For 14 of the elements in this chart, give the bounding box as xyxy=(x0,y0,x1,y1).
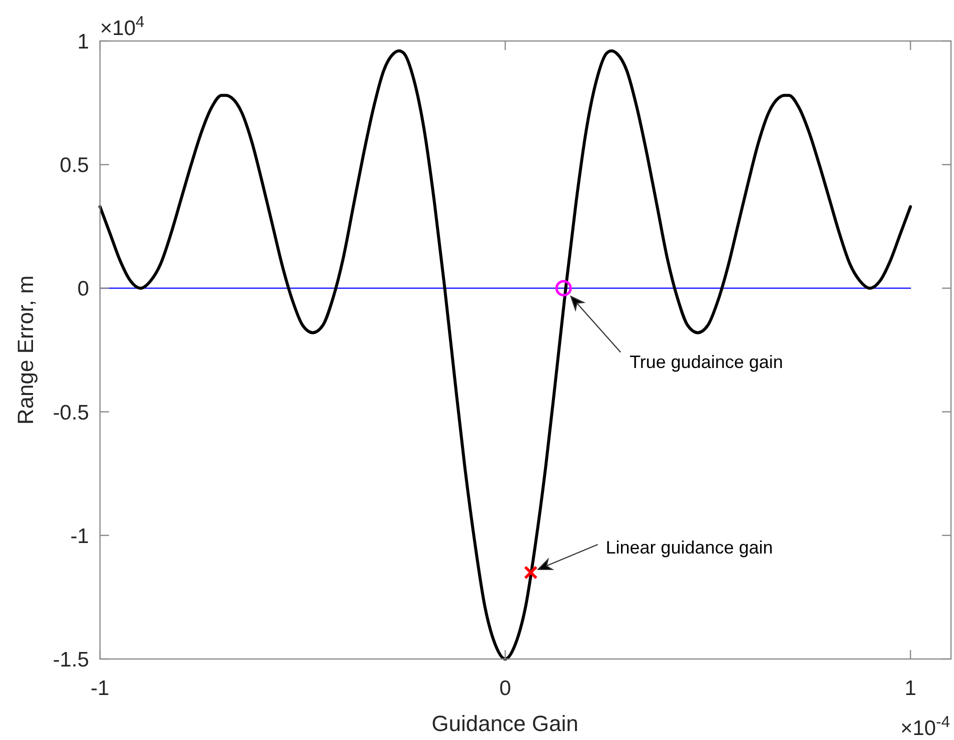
y-tick-label: -0.5 xyxy=(52,401,89,424)
annotation: Linear guidance gain xyxy=(606,537,773,558)
y-tick-label: -1.5 xyxy=(52,648,89,672)
y-axis-title: Range Error, m xyxy=(13,275,38,425)
y-tick-label: 0 xyxy=(77,278,89,301)
x-tick-label: 0 xyxy=(499,677,512,700)
y-tick-label: 0.5 xyxy=(60,154,89,178)
annotation: True gudaince gain xyxy=(630,352,784,372)
text: ×10$^{4}$ xyxy=(100,14,145,40)
x-tick-label: 1 xyxy=(904,677,916,700)
text: ×10$^{-4}$ xyxy=(900,714,950,740)
y-tick-label: 1 xyxy=(77,30,89,54)
y-tick-label: -1 xyxy=(70,524,89,548)
x-axis-title: Guidance Gain xyxy=(432,711,578,736)
